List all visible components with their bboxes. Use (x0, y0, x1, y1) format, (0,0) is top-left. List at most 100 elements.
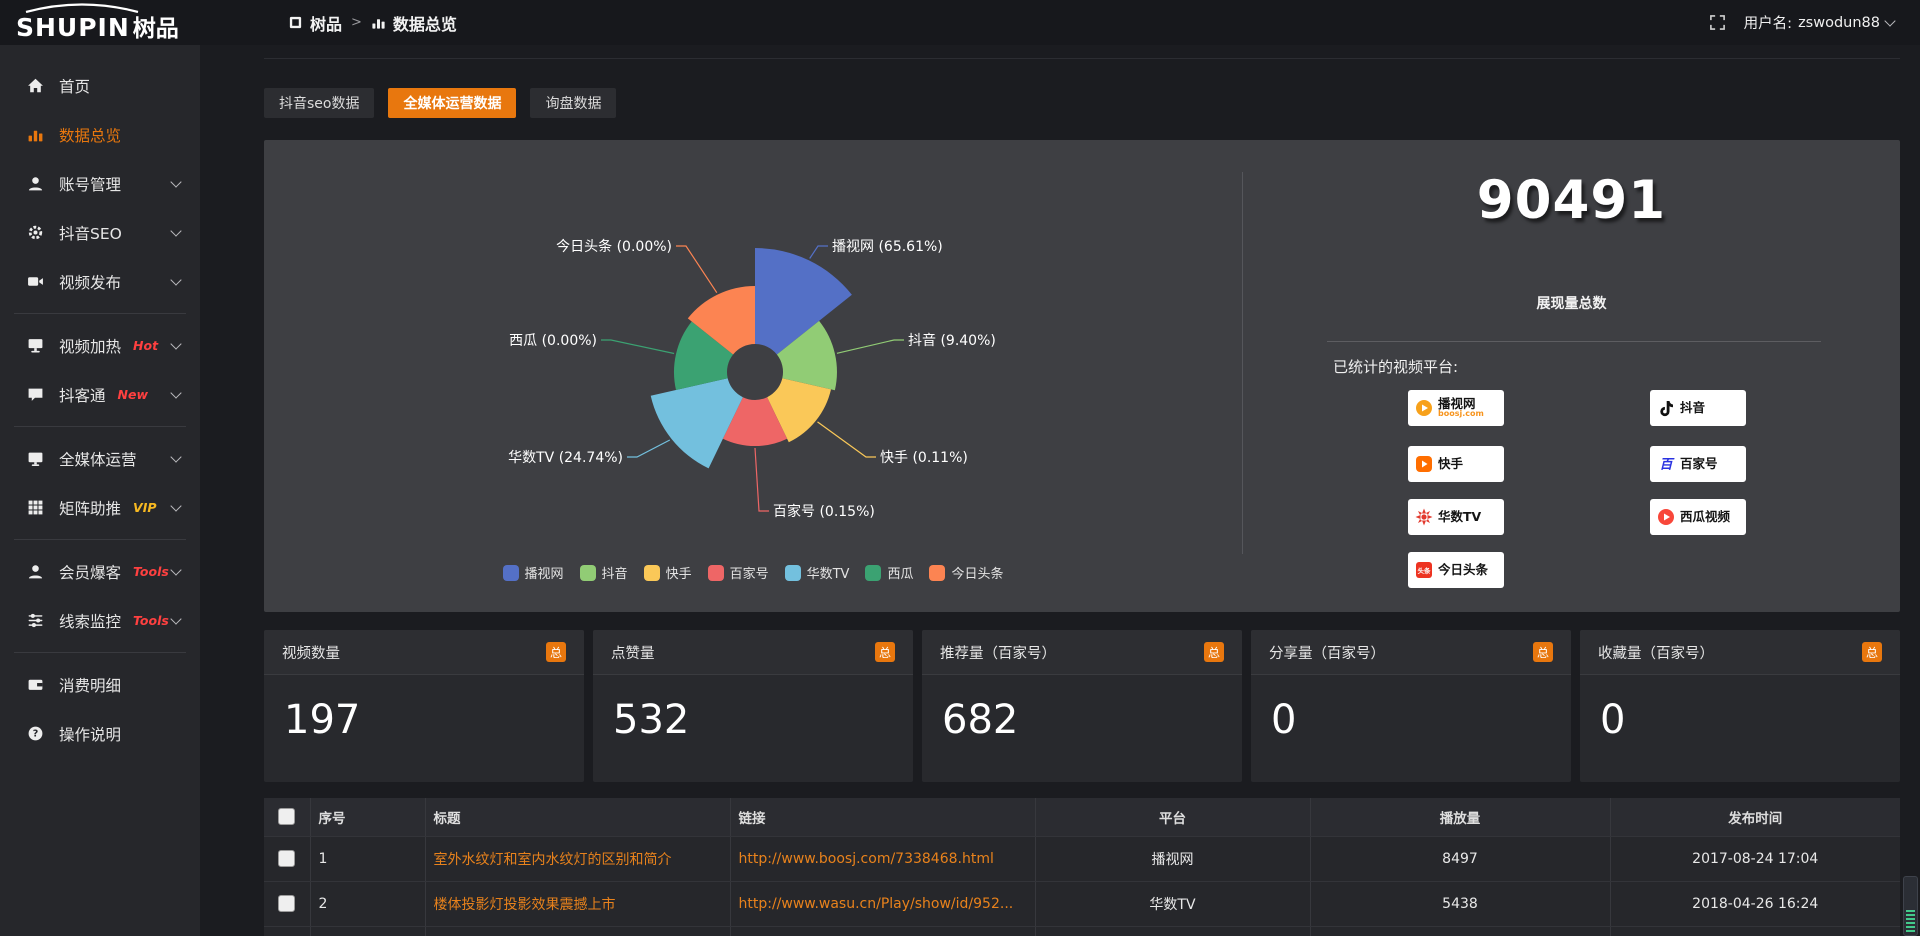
sidebar-item-heat[interactable]: 视频加热 Hot (0, 321, 200, 370)
pie-slice-1[interactable]: 抖音 (9.40%) (776, 320, 837, 391)
pie-label-line (817, 421, 876, 458)
sidebar-item-user[interactable]: 账号管理 (0, 159, 200, 208)
sidebar-item-home[interactable]: 首页 (0, 61, 200, 110)
pie-label: 百家号 (0.15%) (773, 503, 875, 520)
legend-item-6[interactable]: 今日头条 (929, 563, 1003, 582)
row-checkbox[interactable] (278, 895, 296, 912)
sidebar-item-monitor[interactable]: 全媒体运营 (0, 434, 200, 483)
platform-share-pie-chart: 播视网 (65.61%)播视网 (65.61%)抖音 (9.40%)抖音 (9.… (264, 140, 1242, 612)
pie-slice-5[interactable]: 西瓜 (0.00%) (673, 321, 734, 391)
sidebar-item-sliders[interactable]: 线索监控 Tools (0, 596, 200, 645)
legend-item-1[interactable]: 抖音 (579, 563, 628, 582)
sidebar-divider (14, 652, 186, 653)
chevron-down-icon (170, 225, 182, 237)
legend-swatch (929, 564, 946, 581)
breadcrumb-item-home[interactable]: 树品 (288, 11, 342, 35)
legend-swatch (784, 564, 801, 581)
platforms-list-label: 已统计的视频平台: (1333, 358, 1459, 376)
sidebar-item-gear[interactable]: 抖音SEO (0, 208, 200, 257)
pie-label-line (676, 245, 718, 294)
row-checkbox[interactable] (278, 850, 296, 867)
legend-swatch (502, 564, 519, 581)
sidebar-item-label: 首页 (59, 77, 91, 96)
platform-badge-wasu: 华数TV (1408, 499, 1504, 535)
heat-icon (27, 337, 44, 354)
chevron-down-icon (170, 451, 182, 463)
column-header-4[interactable]: 播放量 (1310, 798, 1611, 837)
pie-label: 华数TV (24.74%) (508, 450, 623, 466)
bar-chart-icon (371, 15, 386, 30)
select-all-checkbox-cell (264, 798, 311, 837)
logo-text-en: SHUPIN (16, 13, 130, 42)
svg-text:百: 百 (1659, 458, 1675, 473)
sidebar-divider (14, 313, 186, 314)
column-header-2[interactable]: 链接 (730, 798, 1036, 837)
legend-item-4[interactable]: 华数TV (784, 563, 850, 582)
legend-label: 华数TV (806, 567, 850, 582)
tab-1[interactable]: 全媒体运营数据 (388, 88, 517, 118)
table-row: 2 楼体投影灯投影效果震撼上市 http://www.wasu.cn/Play/sh… (264, 881, 1900, 927)
pie-slice-0[interactable]: 播视网 (65.61%) (755, 248, 852, 355)
platform-badge-kuaishou: 快手 (1408, 446, 1504, 482)
tab-2[interactable]: 询盘数据 (530, 88, 617, 118)
stat-card-header: 推荐量（百家号） 总 (922, 630, 1242, 675)
column-header-0[interactable]: 序号 (310, 798, 426, 837)
sidebar-item-grid[interactable]: 矩阵助推 VIP (0, 483, 200, 532)
row-checkbox-cell (264, 836, 311, 882)
scrollbar-widget[interactable] (1903, 876, 1918, 936)
cell-platform (1035, 926, 1311, 936)
stat-card-header: 视频数量 总 (264, 630, 584, 675)
row-checkbox-cell (264, 881, 311, 927)
platform-name: 抖音 (1680, 400, 1706, 416)
sidebar-item-label: 账号管理 (59, 175, 122, 194)
pie-slice-2[interactable]: 快手 (0.11%) (767, 378, 831, 443)
sidebar-item-video[interactable]: 视频发布 (0, 257, 200, 306)
platform-badge-douyin: 抖音 (1650, 390, 1746, 426)
pie-slice-3[interactable]: 百家号 (0.15%) (722, 397, 788, 447)
breadcrumb-label: 数据总览 (392, 14, 457, 34)
stat-card-title: 分享量（百家号） (1269, 645, 1385, 662)
toutiao-logo-icon: 头条 (1416, 562, 1432, 578)
sidebar: 首页 数据总览 账号管理 抖音SEO 视频发布 视频加热 Hot 抖客通 New 全媒体运营 矩阵助… (0, 45, 200, 936)
video-url-link[interactable]: http://www.wasu.cn/Play/show/id/952... (738, 895, 1014, 912)
legend-item-5[interactable]: 西瓜 (865, 563, 913, 582)
fullscreen-icon[interactable] (1709, 14, 1726, 31)
cell-views (1310, 926, 1611, 936)
sidebar-item-wallet[interactable]: 消费明细 (0, 660, 200, 709)
help-icon: ? (27, 725, 44, 742)
tab-0[interactable]: 抖音seo数据 (264, 88, 375, 118)
overview-panel: 播视网 (65.61%)播视网 (65.61%)抖音 (9.40%)抖音 (9.… (264, 140, 1900, 612)
sidebar-divider (14, 539, 186, 540)
legend-label: 播视网 (524, 567, 564, 582)
username-menu[interactable]: 用户名: zswodun88 (1744, 12, 1896, 33)
stat-card-header: 点赞量 总 (593, 630, 913, 675)
column-header-1[interactable]: 标题 (425, 798, 731, 837)
video-url-link[interactable]: http://www.boosj.com/7338468.html (738, 850, 994, 867)
video-title-link[interactable]: 室外水纹灯和室内水纹灯的区别和简介 (433, 851, 672, 868)
cell-link: http://www.boosj.com/7338468.html (730, 836, 1036, 882)
kuaishou-logo-icon (1416, 456, 1432, 472)
pie-label: 播视网 (65.61%) (832, 239, 943, 255)
sidebar-item-help[interactable]: ? 操作说明 (0, 709, 200, 758)
doc-icon (288, 15, 303, 30)
legend-item-0[interactable]: 播视网 (502, 563, 564, 582)
pie-slice-4[interactable]: 华数TV (24.74%) (650, 378, 743, 469)
stat-card-value: 682 (942, 697, 1019, 743)
column-header-3[interactable]: 平台 (1035, 798, 1311, 837)
sidebar-item-user[interactable]: 会员爆客 Tools (0, 547, 200, 596)
legend-item-2[interactable]: 快手 (643, 563, 692, 582)
pie-slice-6[interactable]: 今日头条 (0.00%) (687, 286, 755, 355)
pie-label-line (627, 439, 671, 458)
sidebar-item-label: 矩阵助推 (59, 499, 122, 518)
sidebar-item-chat[interactable]: 抖客通 New (0, 370, 200, 419)
legend-item-3[interactable]: 百家号 (707, 563, 769, 582)
platform-name: 今日头条 (1438, 562, 1489, 578)
select-all-checkbox[interactable] (278, 808, 296, 826)
video-title-link[interactable]: 楼体投影灯投影效果震撼上市 (433, 896, 616, 913)
stat-card-2: 推荐量（百家号） 总 682 (922, 630, 1242, 782)
sidebar-item-chart[interactable]: 数据总览 (0, 110, 200, 159)
column-header-5[interactable]: 发布时间 (1610, 798, 1900, 837)
pie-label: 今日头条 (0.00%) (556, 238, 672, 255)
breadcrumb-item-current[interactable]: 数据总览 (371, 11, 457, 35)
pie-svg: 播视网 (65.61%)播视网 (65.61%)抖音 (9.40%)抖音 (9.… (508, 238, 996, 520)
